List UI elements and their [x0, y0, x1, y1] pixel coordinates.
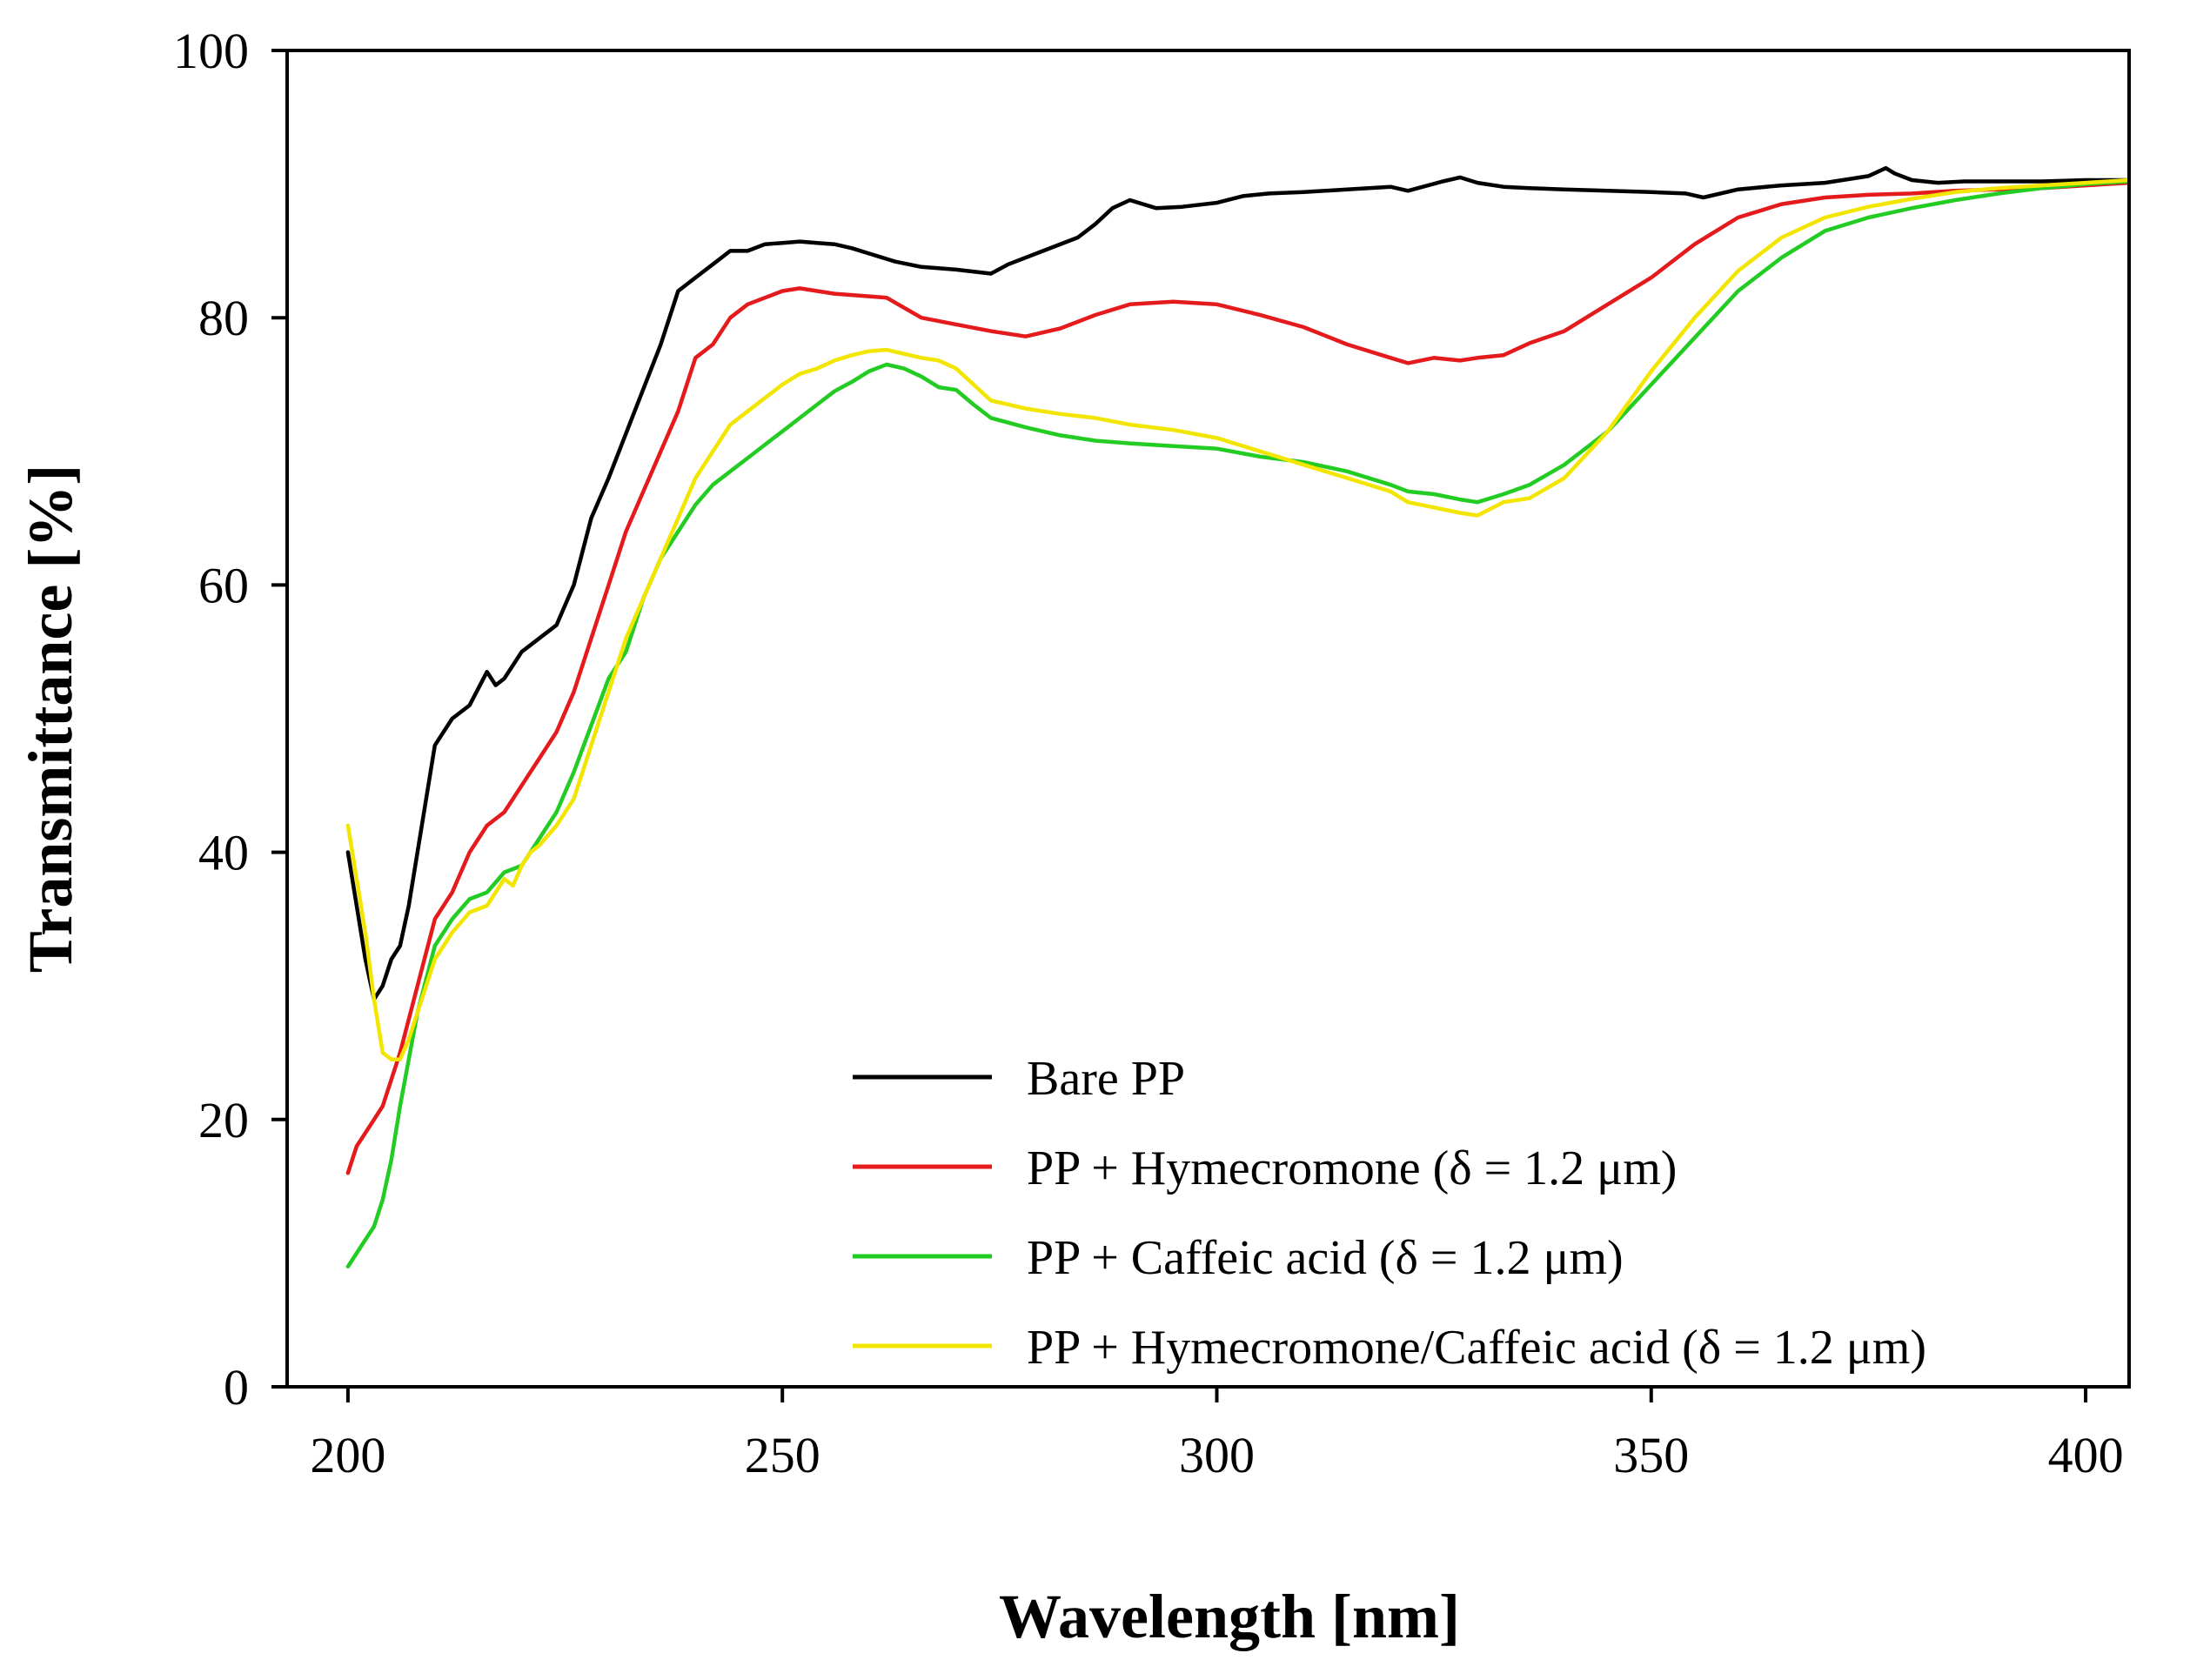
- series-line-1: [345, 165, 2129, 1001]
- x-tick-label: 400: [2048, 1427, 2124, 1483]
- series-line-2: [345, 180, 2129, 1175]
- y-tick-label: 100: [173, 23, 249, 79]
- y-axis-title: Transmittance [%]: [16, 465, 85, 974]
- legend-label-1: Bare PP: [1027, 1052, 1185, 1106]
- series-line-3: [345, 179, 2129, 1269]
- ticks-layer: 200 250 300 350 400 0 20 40 60 80 100: [173, 23, 2124, 1483]
- series-layer: [345, 165, 2129, 1269]
- y-tick-label: 80: [198, 290, 249, 346]
- x-tick-label: 300: [1179, 1427, 1255, 1483]
- series-line-4: [345, 177, 2129, 1061]
- y-tick-label: 0: [224, 1359, 249, 1416]
- legend-label-2: PP + Hymecromone (δ = 1.2 μm): [1027, 1141, 1677, 1195]
- x-tick-label: 250: [745, 1427, 820, 1483]
- x-tick-label: 350: [1613, 1427, 1689, 1483]
- legend-label-3: PP + Caffeic acid (δ = 1.2 μm): [1027, 1231, 1624, 1285]
- y-tick-label: 60: [198, 557, 249, 613]
- x-axis-title: Wavelength [nm]: [999, 1582, 1460, 1651]
- axes-layer: [285, 49, 2131, 1389]
- x-tick-label: 200: [310, 1427, 385, 1483]
- y-tick-label: 20: [198, 1092, 249, 1148]
- y-tick-label: 40: [198, 825, 249, 881]
- legend: Bare PP PP + Hymecromone (δ = 1.2 μm) PP +…: [853, 1052, 1926, 1375]
- plot-frame: [285, 49, 2131, 1389]
- legend-label-4: PP + Hymecromone/Caffeic acid (δ = 1.2 μ…: [1027, 1321, 1926, 1375]
